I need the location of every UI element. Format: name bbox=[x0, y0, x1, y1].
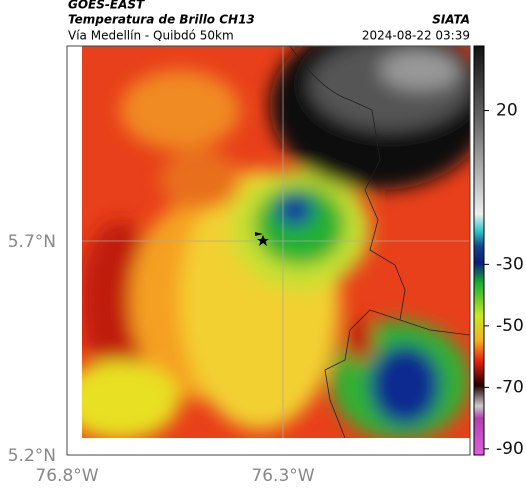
colorbar-tick-label: -50 bbox=[496, 316, 524, 336]
place: Vía Medellín - Quibdó 50km bbox=[68, 29, 234, 43]
title: GOES-EAST bbox=[68, 0, 145, 12]
colorbar-tick-label: -90 bbox=[496, 439, 524, 459]
lon-label: 76.3°W bbox=[251, 466, 314, 486]
satellite-image bbox=[82, 46, 470, 438]
colorbar-tick-label: 20 bbox=[496, 101, 518, 121]
lon-label: 76.8°W bbox=[35, 466, 98, 486]
lat-label: 5.2°N bbox=[8, 446, 56, 466]
colorbar bbox=[473, 45, 485, 456]
source: SIATA bbox=[432, 13, 470, 27]
lat-label: 5.7°N bbox=[8, 232, 56, 252]
colorbar-tick-label: -30 bbox=[496, 254, 524, 274]
datetime: 2024-08-22 03:39 bbox=[362, 29, 470, 43]
colorbar-tick-label: -70 bbox=[496, 377, 524, 397]
subtitle: Temperatura de Brillo CH13 bbox=[68, 13, 255, 27]
